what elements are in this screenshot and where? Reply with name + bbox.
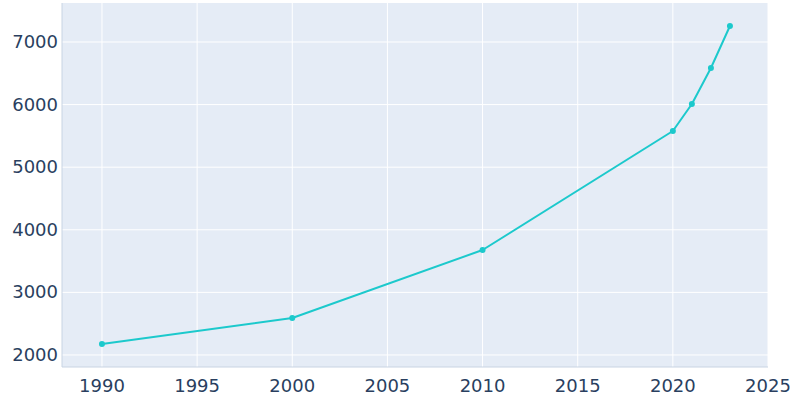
x-tick-label: 2020 (650, 375, 696, 396)
y-grid-line (62, 41, 768, 42)
x-tick-label: 2005 (365, 375, 411, 396)
data-group (99, 23, 733, 347)
data-point (727, 23, 733, 29)
x-tick-label: 2010 (460, 375, 506, 396)
x-tick-label: 2000 (269, 375, 315, 396)
x-grid-line (292, 3, 293, 367)
plot-background (62, 3, 768, 367)
chart-svg: 1990 1995 2000 2005 2010 2015 2020 2025 2000 3000… (0, 0, 800, 400)
x-grid-line (672, 3, 673, 367)
data-point (670, 128, 676, 134)
y-tick-label: 4000 (12, 219, 58, 240)
x-tick-label: 1995 (174, 375, 220, 396)
x-tick-label: 2015 (555, 375, 601, 396)
x-tick-label: 2025 (745, 375, 791, 396)
y-tick-label: 7000 (12, 31, 58, 52)
data-point (289, 315, 295, 321)
x-grid-line (482, 3, 483, 367)
x-axis-line (62, 367, 768, 368)
y-tick-label: 3000 (12, 281, 58, 302)
y-grid-line (62, 104, 768, 105)
data-point (99, 341, 105, 347)
data-point (708, 65, 714, 71)
data-point (480, 247, 486, 253)
x-tick-label: 1990 (79, 375, 125, 396)
y-tick-label: 5000 (12, 156, 58, 177)
chart-container: 1990 1995 2000 2005 2010 2015 2020 2025 2000 3000… (0, 0, 800, 400)
x-grid-line (768, 3, 769, 367)
data-line (102, 26, 730, 344)
x-grid-line (387, 3, 388, 367)
x-grid-line (577, 3, 578, 367)
y-grid-line (62, 229, 768, 230)
y-tick-label: 2000 (12, 344, 58, 365)
y-tick-label: 6000 (12, 94, 58, 115)
x-grid-line (197, 3, 198, 367)
y-grid-line (62, 354, 768, 355)
x-grid-line (101, 3, 102, 367)
y-grid-line (62, 167, 768, 168)
y-axis-line (62, 3, 63, 367)
y-grid-line (62, 292, 768, 293)
data-point (689, 101, 695, 107)
